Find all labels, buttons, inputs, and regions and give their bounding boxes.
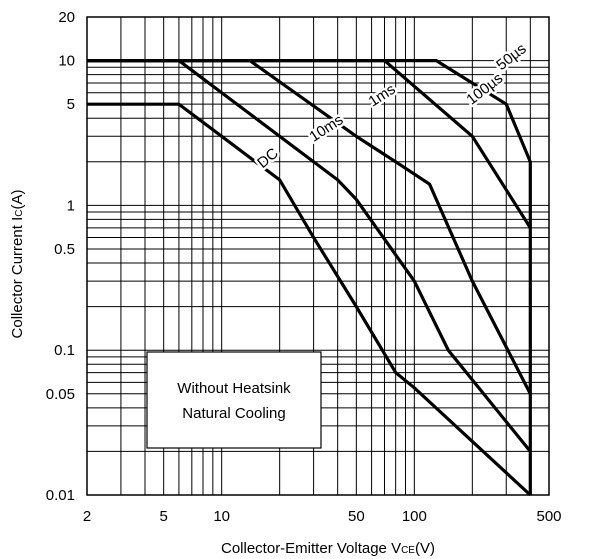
x-tick-label: 10 <box>213 508 230 525</box>
series-line-0 <box>87 102 532 497</box>
chart-note: Without Heatsink Natural Cooling <box>146 351 322 449</box>
note-line-2: Natural Cooling <box>182 405 285 422</box>
note-line-1: Without Heatsink <box>177 380 291 397</box>
x-tick-labels: 2 5 10 50 100 500 <box>83 508 562 525</box>
x-tick-label: 5 <box>159 508 167 525</box>
y-tick-labels: 20 10 5 1 0.5 0.1 0.05 0.01 <box>46 9 75 504</box>
y-axis-label-subscript: C <box>14 210 25 217</box>
x-axis-label: Collector-Emitter Voltage VCE(V) <box>221 540 435 557</box>
series-label: DC <box>254 145 282 172</box>
x-tick-label: 100 <box>402 508 427 525</box>
plot-frame <box>86 16 550 496</box>
chart-series <box>87 59 532 497</box>
x-tick-label: 500 <box>536 508 561 525</box>
y-tick-label: 20 <box>58 9 75 26</box>
x-axis-label-subscript: CE <box>401 545 415 556</box>
series-line-4 <box>87 59 532 495</box>
y-tick-label: 1 <box>67 197 75 214</box>
y-tick-label: 0.1 <box>54 342 75 359</box>
x-axis-label-main: Collector-Emitter Voltage V <box>221 540 401 557</box>
series-label: 50µs <box>493 40 529 74</box>
note-box <box>146 351 322 449</box>
series-line-3 <box>87 59 532 229</box>
y-axis-label-main: Collector Current I <box>9 217 26 339</box>
series-label: 100µs <box>463 70 506 109</box>
x-axis-label-unit: (V) <box>415 540 435 557</box>
x-tick-label: 2 <box>83 508 91 525</box>
y-tick-label: 5 <box>67 96 75 113</box>
y-tick-label: 0.5 <box>54 241 75 258</box>
y-tick-label: 0.05 <box>46 386 75 403</box>
y-axis-label: Collector Current IC(A) <box>9 190 26 339</box>
y-tick-label: 0.01 <box>46 487 75 504</box>
x-tick-label: 50 <box>348 508 365 525</box>
y-tick-label: 10 <box>58 53 75 70</box>
series-label: 1ms <box>366 81 399 111</box>
y-axis-label-unit: (A) <box>9 190 26 210</box>
